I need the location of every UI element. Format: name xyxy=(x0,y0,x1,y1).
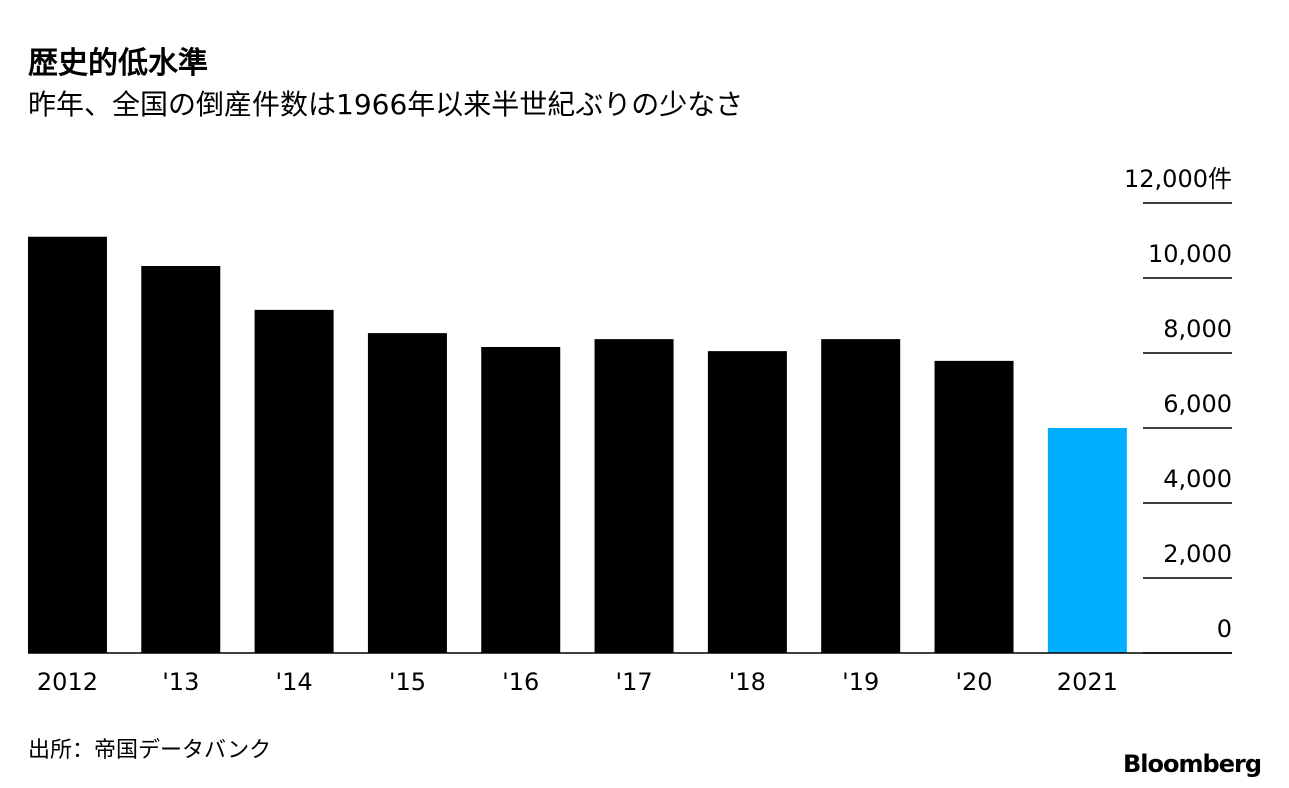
y-tick-label: 8,000 xyxy=(1163,315,1232,343)
chart-title: 歴史的低水準 xyxy=(28,46,208,81)
x-tick-label: '20 xyxy=(955,668,992,696)
x-tick-label: '16 xyxy=(502,668,539,696)
bar xyxy=(821,339,901,653)
bar xyxy=(934,360,1014,653)
y-tick-label: 10,000 xyxy=(1148,240,1232,268)
x-tick-label: '15 xyxy=(389,668,426,696)
bar xyxy=(254,309,334,653)
x-tick-label: '13 xyxy=(162,668,199,696)
source: 出所：帝国データバンク xyxy=(28,738,271,763)
x-tick-label: '14 xyxy=(276,668,313,696)
y-tick-label: 6,000 xyxy=(1163,390,1232,418)
y-tick-label: 12,000件 xyxy=(1124,165,1232,193)
bar xyxy=(594,339,674,653)
chart-subtitle: 昨年、全国の倒産件数は1966年以来半世紀ぶりの少なさ xyxy=(28,88,743,121)
x-tick-label: '17 xyxy=(615,668,652,696)
x-tick-label: '19 xyxy=(842,668,879,696)
x-tick-label: 2012 xyxy=(37,668,98,696)
y-tick-label: 0 xyxy=(1217,615,1232,643)
bar xyxy=(707,351,787,653)
y-tick-label: 4,000 xyxy=(1163,465,1232,493)
brand: Bloomberg xyxy=(1123,750,1261,778)
x-tick-label: '18 xyxy=(729,668,766,696)
bar xyxy=(27,236,107,653)
bar xyxy=(1047,428,1127,653)
bar xyxy=(141,266,221,653)
x-tick-label: 2021 xyxy=(1057,668,1118,696)
bar xyxy=(367,333,447,653)
bar xyxy=(481,347,561,653)
y-tick-label: 2,000 xyxy=(1163,540,1232,568)
